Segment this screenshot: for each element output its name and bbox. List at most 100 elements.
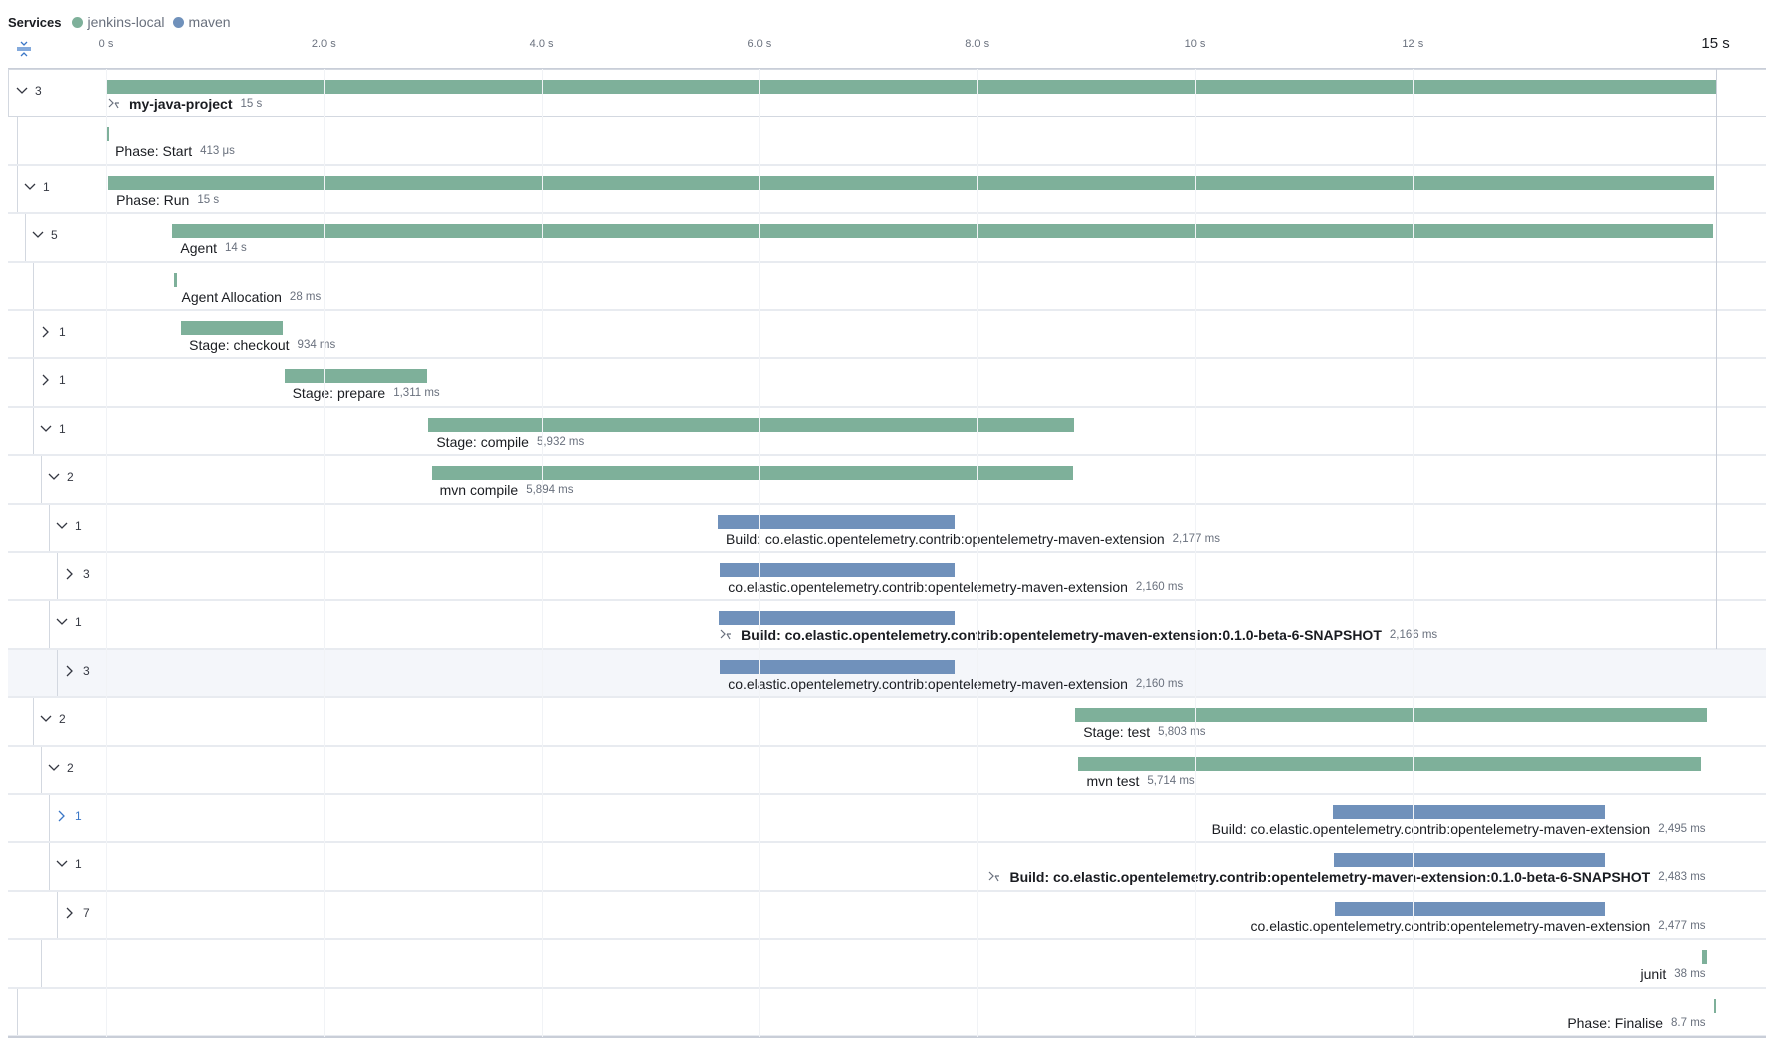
span-name: junit [1640, 966, 1667, 983]
legend-maven[interactable]: maven [172, 14, 231, 30]
span-row[interactable]: 1 Phase: Run 15 s [8, 165, 1766, 215]
span-duration: 2,177 ms [1172, 532, 1220, 545]
span-row[interactable]: 2 mvn test 5,714 ms [8, 746, 1766, 795]
span-bar[interactable] [1333, 805, 1605, 819]
span-bar[interactable] [1334, 853, 1605, 868]
span-row[interactable]: 1 Stage: checkout 934 ms [8, 311, 1766, 360]
expand-toggle[interactable]: 3 [63, 567, 90, 581]
span-row[interactable]: 1 Build: co.elastic.opentelemetry.contrib… [8, 843, 1766, 892]
collapse-toggle[interactable]: 2 [47, 470, 74, 484]
span-label[interactable]: Stage: prepare 1,311 ms [293, 385, 440, 401]
expand-toggle[interactable]: 1 [55, 809, 82, 823]
span-label[interactable]: Stage: checkout 934 ms [189, 337, 335, 353]
services-label: Services [8, 14, 62, 30]
chevron-down-icon [47, 761, 61, 775]
span-duration: 2,495 ms [1658, 823, 1706, 835]
span-label[interactable]: Phase: Run 15 s [116, 192, 219, 208]
span-label[interactable]: Build: co.elastic.opentelemetry.contrib:… [1212, 821, 1706, 837]
span-bar[interactable] [1714, 998, 1717, 1013]
span-bar[interactable] [1078, 756, 1701, 771]
span-bar[interactable] [1075, 708, 1708, 723]
collapse-toggle[interactable]: 2 [47, 761, 74, 775]
span-row[interactable]: 3 co.elastic.opentelemetry.contrib:opente… [8, 553, 1766, 602]
span-row[interactable]: junit 38 ms [8, 940, 1766, 989]
span-bar[interactable] [718, 514, 956, 529]
collapse-toggle[interactable]: 2 [39, 712, 66, 726]
span-label[interactable]: co.elastic.opentelemetry.contrib:opentel… [728, 579, 1183, 595]
span-label[interactable]: Build: co.elastic.opentelemetry.contrib:… [726, 531, 1220, 547]
span-bar[interactable] [172, 224, 1714, 239]
span-row[interactable]: 3 my-java-project 15 s [8, 69, 1766, 118]
span-row[interactable]: Agent Allocation 28 ms [8, 262, 1766, 311]
span-row[interactable]: Phase: Start 413 μs [8, 117, 1766, 166]
tree-guide-line [33, 407, 34, 455]
chevron-down-icon [39, 712, 53, 726]
trace-end-line [1715, 69, 1717, 649]
child-count: 2 [59, 712, 66, 727]
span-label[interactable]: my-java-project 15 s [107, 96, 262, 112]
span-label[interactable]: Stage: compile 5,932 ms [436, 434, 584, 450]
expand-toggle[interactable]: 3 [63, 664, 90, 678]
span-row[interactable]: Phase: Finalise 8.7 ms [8, 988, 1766, 1037]
span-label[interactable]: Stage: test 5,803 ms [1083, 724, 1205, 740]
legend-dot-icon [172, 16, 184, 28]
span-label[interactable]: junit 38 ms [1641, 966, 1706, 982]
chevron-down-icon [15, 84, 29, 98]
gridline [1195, 69, 1196, 1037]
span-label[interactable]: Phase: Start 413 μs [115, 143, 235, 159]
expand-toggle[interactable]: 7 [63, 906, 90, 920]
span-bar[interactable] [107, 80, 1717, 94]
span-bar[interactable] [107, 127, 110, 142]
span-duration: 5,714 ms [1147, 774, 1195, 787]
legend-jenkins-local[interactable]: jenkins-local [71, 14, 165, 30]
collapse-toggle[interactable]: 1 [55, 857, 82, 871]
span-row[interactable]: 1 Stage: compile 5,932 ms [8, 407, 1766, 457]
gridline [323, 69, 325, 1037]
span-label[interactable]: Build: co.elastic.opentelemetry.contrib:… [719, 627, 1437, 643]
span-label[interactable]: mvn test 5,714 ms [1086, 773, 1194, 789]
span-name: co.elastic.opentelemetry.contrib:opentel… [728, 675, 1128, 692]
span-label[interactable]: Agent Allocation 28 ms [182, 289, 322, 305]
span-bar[interactable] [431, 466, 1074, 481]
expand-toggle[interactable]: 1 [39, 373, 66, 387]
span-row[interactable]: 1 Build: co.elastic.opentelemetry.contrib… [8, 795, 1766, 844]
span-row[interactable]: 1 Build: co.elastic.opentelemetry.contrib… [8, 504, 1766, 553]
span-label[interactable]: mvn compile 5,894 ms [440, 482, 574, 498]
expand-toggle[interactable]: 1 [39, 325, 66, 339]
span-bar[interactable] [719, 611, 955, 626]
span-row[interactable]: 1 Build: co.elastic.opentelemetry.contrib… [8, 601, 1766, 650]
span-row[interactable]: 3 co.elastic.opentelemetry.contrib:opente… [8, 649, 1766, 699]
span-bar[interactable] [284, 369, 428, 384]
span-label[interactable]: co.elastic.opentelemetry.contrib:opentel… [728, 676, 1183, 692]
collapse-toggle[interactable]: 3 [15, 84, 42, 98]
span-row[interactable]: 1 Stage: prepare 1,311 ms [8, 359, 1766, 408]
child-count: 3 [83, 663, 90, 678]
span-bar[interactable] [173, 272, 177, 287]
span-row[interactable]: 7 co.elastic.opentelemetry.contrib:opente… [8, 891, 1766, 941]
tick-label: 4.0 s [529, 38, 554, 50]
span-row[interactable]: 2 Stage: test 5,803 ms [8, 698, 1766, 747]
collapse-toggle[interactable]: 1 [39, 422, 66, 436]
collapse-toggle[interactable]: 5 [31, 228, 58, 242]
span-bar[interactable] [108, 175, 1715, 190]
collapse-all-icon[interactable] [15, 40, 33, 58]
tree-guide-line [33, 698, 34, 745]
span-duration: 8.7 ms [1671, 1016, 1706, 1029]
span-label[interactable]: Build: co.elastic.opentelemetry.contrib:… [987, 869, 1706, 885]
span-bar[interactable] [1702, 950, 1707, 965]
span-row[interactable]: 5 Agent 14 s [8, 214, 1766, 263]
span-label[interactable]: Agent 14 s [180, 240, 246, 256]
collapse-toggle[interactable]: 1 [55, 615, 82, 629]
span-bar[interactable] [181, 321, 283, 335]
span-label[interactable]: Phase: Finalise 8.7 ms [1567, 1015, 1705, 1031]
span-bar[interactable] [720, 563, 956, 577]
span-bar[interactable] [1335, 901, 1606, 916]
span-row[interactable]: 2 mvn compile 5,894 ms [8, 456, 1766, 505]
span-label[interactable]: co.elastic.opentelemetry.contrib:opentel… [1251, 918, 1706, 934]
collapse-toggle[interactable]: 1 [23, 180, 50, 194]
span-bar[interactable] [428, 417, 1075, 432]
collapse-toggle[interactable]: 1 [55, 519, 82, 533]
legend-label: jenkins-local [87, 14, 165, 30]
chevron-down-icon [55, 615, 69, 629]
span-bar[interactable] [720, 659, 956, 674]
